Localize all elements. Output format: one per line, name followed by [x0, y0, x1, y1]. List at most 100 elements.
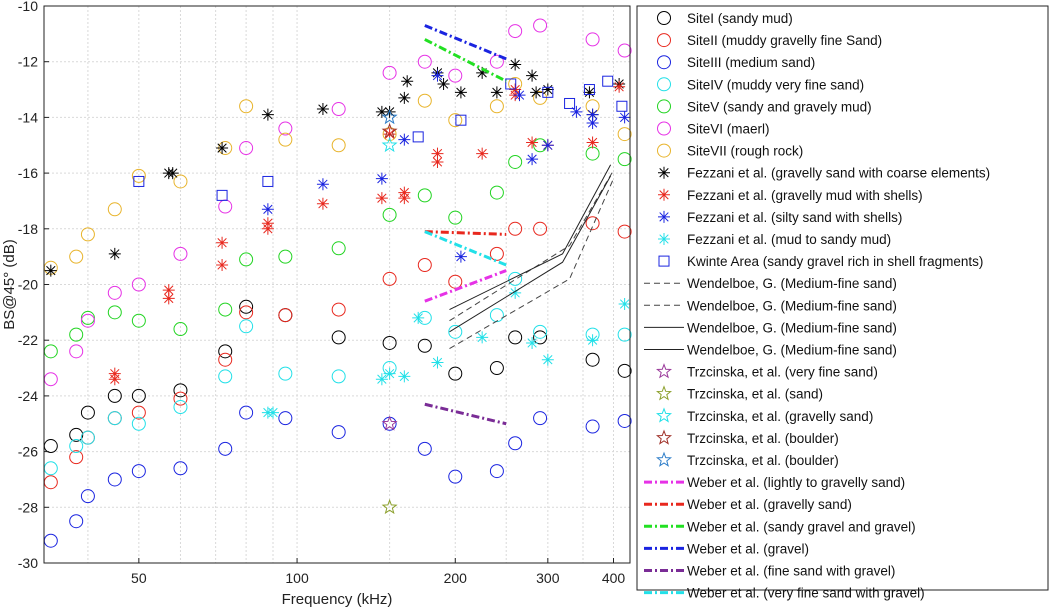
data-point	[412, 131, 424, 143]
data-point	[541, 353, 554, 366]
legend-label: Trzcinska, et al. (sand)	[687, 387, 823, 402]
data-point	[417, 258, 432, 273]
data-point	[583, 86, 596, 99]
data-point	[331, 369, 346, 384]
legend-label: Fezzani et al. (mud to sandy mud)	[687, 232, 891, 247]
data-point	[533, 221, 548, 236]
legend-swatch	[657, 11, 671, 25]
data-point	[331, 302, 346, 317]
data-point	[216, 142, 229, 155]
data-point	[617, 327, 632, 342]
data-point	[261, 203, 274, 216]
legend-entry: Weber et al. (fine sand with gravel)	[644, 564, 895, 579]
data-point	[239, 252, 254, 267]
data-point	[108, 247, 121, 260]
legend-entry: SiteII (muddy gravelly fine Sand)	[657, 33, 882, 48]
data-point	[239, 299, 254, 314]
legend-entry: SiteV (sandy and gravely mud)	[657, 99, 872, 114]
series-21	[424, 269, 507, 303]
legend-swatch	[655, 407, 673, 423]
data-point	[278, 366, 293, 381]
data-point	[618, 297, 631, 310]
legend-label: Wendelboe, G. (Medium-fine sand)	[687, 320, 897, 335]
data-point	[80, 430, 95, 445]
data-point	[80, 310, 95, 325]
legend-swatch	[655, 429, 673, 445]
data-point	[133, 175, 145, 187]
legend-entry: Weber et al. (very fine sand with gravel…	[644, 586, 925, 601]
data-point	[417, 441, 432, 456]
data-point	[107, 202, 122, 217]
data-point	[278, 121, 293, 136]
data-point	[316, 197, 329, 210]
data-point	[262, 175, 274, 187]
series-6	[43, 76, 632, 275]
data-point	[43, 461, 58, 476]
legend-label: Trzcinska, et al. (boulder)	[687, 453, 839, 468]
data-point	[239, 141, 254, 156]
data-point	[239, 99, 254, 114]
data-point	[585, 352, 600, 367]
legend-swatch	[657, 143, 671, 158]
y-tick-label: -28	[18, 499, 38, 515]
data-point	[69, 344, 84, 359]
legend-label: Weber et al. (very fine sand with gravel…	[687, 586, 925, 601]
data-point	[586, 136, 599, 149]
data-point	[381, 108, 398, 125]
data-point	[476, 331, 489, 344]
data-point	[43, 439, 58, 454]
data-point	[617, 152, 632, 167]
series-22	[424, 230, 507, 236]
data-point	[489, 464, 504, 479]
data-point	[131, 277, 146, 292]
legend-swatch	[657, 99, 671, 114]
legend-entry: SiteVII (rough rock)	[657, 143, 803, 159]
data-point	[490, 86, 503, 99]
data-point	[454, 86, 467, 99]
data-point	[383, 367, 396, 380]
data-point	[401, 75, 414, 88]
x-axis-label: Frequency (kHz)	[282, 591, 393, 608]
data-point	[331, 425, 346, 440]
legend-entry: Wendelboe, G. (Medium-fine sand)	[644, 343, 897, 358]
data-point	[107, 411, 122, 426]
data-point	[162, 292, 175, 305]
data-point	[218, 352, 233, 367]
legend-swatch	[655, 363, 673, 379]
legend-label: Weber et al. (sandy gravel and gravel)	[687, 519, 916, 534]
legend-label: Fezzani et al. (silty sand with shells)	[687, 210, 902, 225]
data-point	[80, 313, 95, 328]
series-24	[424, 24, 507, 61]
data-point	[80, 489, 95, 504]
data-point	[437, 77, 450, 90]
data-point	[398, 91, 411, 104]
data-point	[80, 405, 95, 420]
data-point	[218, 344, 233, 359]
series-11	[133, 75, 628, 201]
data-point	[586, 108, 599, 121]
legend-swatch	[658, 233, 670, 245]
data-point	[509, 286, 522, 299]
legend-label: Fezzani et al. (gravelly mud with shells…	[687, 188, 923, 203]
legend-label: Wendelboe, G. (Medium-fine sand)	[687, 298, 897, 313]
legend-label: SiteI (sandy mud)	[687, 11, 793, 26]
data-point	[131, 388, 146, 403]
series-26	[424, 230, 507, 267]
data-point	[382, 335, 397, 350]
series-line	[449, 178, 614, 349]
data-point	[216, 189, 228, 201]
legend-label: Weber et al. (gravelly sand)	[687, 497, 852, 512]
y-axis-label: BS@45° (dB)	[1, 239, 18, 329]
data-point	[107, 305, 122, 320]
y-tick-label: -14	[18, 109, 38, 125]
data-point	[43, 344, 58, 359]
legend-label: Trzcinska, et al. (very fine sand)	[687, 365, 878, 380]
data-point	[278, 308, 293, 323]
data-point	[417, 54, 432, 69]
data-point	[505, 78, 517, 90]
data-point	[69, 327, 84, 342]
data-point	[239, 319, 254, 334]
data-point	[382, 271, 397, 286]
series-4	[43, 138, 632, 359]
data-point	[381, 415, 398, 431]
